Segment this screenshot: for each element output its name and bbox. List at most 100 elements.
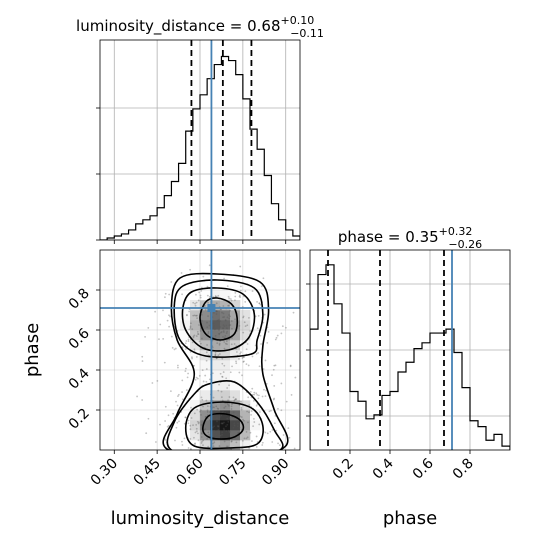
- scatter-point: [215, 302, 218, 305]
- scatter-point: [230, 405, 233, 408]
- scatter-density-cell: [220, 330, 231, 341]
- scatter-density-cell: [200, 290, 211, 301]
- scatter-point: [218, 342, 221, 345]
- scatter-point: [195, 430, 198, 433]
- scatter-density-cell: [230, 310, 241, 321]
- scatter-density-cell: [240, 440, 251, 450]
- scatter-point: [187, 340, 190, 343]
- scatter-density-cell: [240, 390, 251, 401]
- scatter-density-cell: [200, 410, 211, 421]
- hist-luminosity-distance-ticks: [96, 107, 287, 244]
- scatter-density-cell: [210, 290, 221, 301]
- scatter-density-cell: [200, 310, 211, 321]
- scatter-point: [273, 385, 276, 387]
- scatter-point: [288, 436, 291, 439]
- scatter-point: [250, 413, 252, 416]
- scatter-point: [167, 424, 170, 427]
- scatter-point: [285, 326, 287, 329]
- scatter-point: [215, 357, 218, 360]
- scatter-point: [216, 310, 218, 313]
- scatter-density-cell: [190, 330, 201, 341]
- scatter-point: [230, 320, 233, 322]
- scatter-point: [197, 422, 200, 425]
- scatter-density-cell: [210, 410, 221, 421]
- scatter-point: [255, 353, 258, 355]
- scatter-point: [215, 310, 218, 312]
- scatter-point: [217, 425, 220, 428]
- scatter-point: [189, 424, 192, 427]
- scatter-point: [207, 332, 210, 335]
- scatter-point: [206, 405, 209, 408]
- scatter-point: [231, 365, 233, 368]
- scatter-point: [226, 327, 229, 330]
- scatter-point: [213, 425, 216, 428]
- scatter-point: [169, 315, 171, 318]
- scatter-point: [158, 338, 160, 341]
- scatter-point: [229, 324, 232, 326]
- scatter-point: [217, 408, 220, 410]
- scatter-point: [222, 371, 225, 373]
- scatter-point: [239, 289, 242, 292]
- scatter-density-cell: [200, 320, 211, 331]
- scatter-point: [204, 308, 207, 311]
- scatter-point: [217, 354, 220, 357]
- scatter-point: [218, 329, 220, 331]
- scatter-density-cell: [220, 350, 231, 361]
- scatter-density-cell: [190, 400, 201, 411]
- scatter-point: [216, 417, 219, 420]
- scatter-point: [204, 428, 207, 431]
- scatter-density-cell: [200, 400, 211, 411]
- scatter-point: [199, 342, 202, 345]
- scatter-point: [189, 322, 192, 325]
- scatter-point: [219, 326, 221, 328]
- scatter-point: [281, 325, 284, 328]
- scatter-point: [228, 324, 231, 327]
- scatter-point: [187, 422, 190, 425]
- scatter-point: [199, 409, 202, 412]
- scatter-point: [184, 348, 187, 350]
- scatter-point: [277, 407, 279, 410]
- scatter-point: [228, 317, 231, 320]
- scatter-point: [222, 316, 224, 319]
- xtick-label-phase: 0.4: [370, 455, 397, 482]
- scatter-point: [188, 310, 191, 313]
- scatter-point: [273, 397, 276, 400]
- scatter-panel: 0.30 0.45 0.60 0.75 0.90 0.2 0.4 0.6 0.8: [66, 249, 301, 489]
- scatter-point: [289, 364, 292, 367]
- scatter-density-cell: [230, 380, 241, 391]
- scatter-point: [236, 414, 239, 417]
- scatter-density-cell: [180, 330, 191, 341]
- scatter-point: [214, 295, 217, 298]
- scatter-point: [246, 324, 249, 327]
- scatter-point: [223, 336, 226, 339]
- scatter-point: [230, 299, 233, 302]
- scatter-density-cell: [210, 310, 221, 321]
- hist-phase-hist-step: [310, 264, 510, 450]
- scatter-point: [200, 314, 203, 316]
- scatter-point: [214, 434, 217, 437]
- scatter-point: [184, 416, 187, 419]
- scatter-point: [228, 304, 230, 307]
- scatter-point: [226, 387, 229, 389]
- scatter-point: [181, 293, 183, 296]
- scatter-point: [206, 411, 209, 413]
- scatter-point: [213, 328, 216, 331]
- scatter-point: [250, 410, 253, 413]
- scatter-point: [227, 420, 230, 423]
- scatter-point: [196, 420, 199, 423]
- scatter-point: [198, 291, 200, 294]
- scatter-point: [213, 431, 216, 434]
- scatter-point: [144, 335, 146, 338]
- scatter-point: [200, 413, 202, 416]
- scatter-point: [244, 300, 247, 303]
- scatter-point: [221, 376, 224, 378]
- scatter-point: [217, 429, 220, 431]
- scatter-point: [222, 324, 225, 327]
- scatter-point: [264, 359, 267, 362]
- scatter-point: [261, 444, 264, 446]
- scatter-point: [198, 340, 201, 343]
- scatter-point: [217, 389, 220, 392]
- scatter-point: [194, 304, 197, 307]
- scatter-density-cell: [210, 330, 221, 341]
- scatter-point: [141, 355, 144, 358]
